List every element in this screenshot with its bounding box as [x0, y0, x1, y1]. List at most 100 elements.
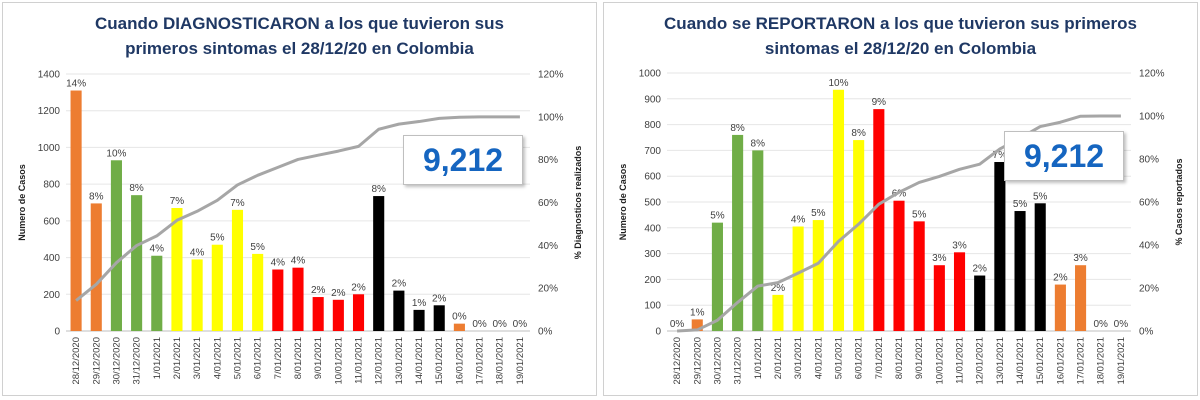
data-label: 5%	[250, 242, 265, 253]
data-label: 8%	[851, 128, 866, 139]
x-tick-label: 18/01/2021	[495, 337, 506, 385]
bar	[332, 299, 344, 331]
y-tick-label: 900	[644, 94, 661, 105]
data-label: 2%	[392, 279, 407, 290]
y2-tick-label: 40%	[538, 241, 558, 252]
x-tick-label: 19/01/2021	[1116, 337, 1127, 385]
y2-tick-label: 40%	[1139, 241, 1159, 252]
x-tick-label: 30/12/2020	[712, 337, 723, 385]
bar	[1054, 284, 1066, 331]
bar	[272, 269, 284, 331]
bar	[433, 305, 445, 331]
y2-tick-label: 60%	[1139, 198, 1159, 209]
y-tick-label: 100	[644, 301, 661, 312]
cumulative-line	[677, 114, 1121, 333]
bar	[211, 244, 223, 331]
bar	[393, 290, 405, 331]
data-label: 1%	[690, 307, 705, 318]
cumulative-line	[75, 115, 520, 302]
x-tick-label: 1/01/2021	[753, 337, 764, 379]
x-tick-label: 14/01/2021	[414, 337, 425, 385]
y-tick-label: 400	[644, 223, 661, 234]
x-tick-label: 3/01/2021	[793, 337, 804, 379]
bar	[352, 294, 365, 331]
y-tick-label: 800	[644, 120, 661, 131]
y-tick-label: 0	[655, 327, 661, 338]
y2-axis-title: % Casos reportados	[1174, 158, 1184, 245]
y-tick-label: 1400	[38, 70, 61, 81]
data-label: 5%	[210, 233, 225, 244]
x-tick-label: 13/01/2021	[394, 337, 405, 385]
y-tick-label: 200	[43, 290, 60, 301]
data-label: 5%	[1013, 199, 1028, 210]
data-label: 14%	[66, 79, 86, 90]
y-tick-label: 500	[644, 198, 661, 209]
reported-chart-panel: Cuando se REPORTARON a los que tuvieron …	[603, 2, 1198, 396]
y2-tick-label: 80%	[1139, 155, 1159, 166]
data-label: 9%	[872, 97, 887, 108]
x-tick-label: 8/01/2021	[293, 337, 304, 379]
x-tick-label: 28/12/2020	[672, 337, 683, 385]
y-tick-label: 600	[43, 216, 60, 227]
x-tick-label: 7/01/2021	[273, 337, 284, 379]
data-label: 0%	[670, 319, 685, 330]
y2-axis-title: % Diagnosticos realizados	[573, 146, 583, 260]
bar	[90, 203, 102, 331]
data-label: 0%	[513, 319, 528, 330]
x-tick-label: 11/01/2021	[354, 337, 365, 384]
data-label: 5%	[811, 208, 826, 219]
data-label: 0%	[1114, 319, 1129, 330]
bar	[832, 89, 845, 332]
bar	[373, 196, 385, 331]
x-tick-label: 1/01/2021	[152, 337, 163, 379]
y2-tick-label: 100%	[1139, 112, 1165, 123]
y2-tick-label: 80%	[538, 155, 558, 166]
x-tick-label: 12/01/2021	[374, 337, 385, 385]
y2-tick-label: 20%	[538, 284, 558, 295]
data-label: 0%	[472, 319, 487, 330]
y-tick-label: 800	[43, 180, 60, 191]
x-tick-label: 2/01/2021	[172, 337, 183, 379]
y-tick-label: 0	[54, 327, 60, 338]
bar	[131, 195, 143, 331]
data-label: 7%	[993, 150, 1008, 161]
y2-tick-label: 120%	[1139, 69, 1165, 80]
bar	[711, 222, 723, 331]
x-tick-label: 7/01/2021	[874, 337, 885, 379]
x-tick-label: 15/01/2021	[1035, 337, 1046, 385]
bar	[933, 265, 945, 331]
bar	[1075, 265, 1087, 331]
bar	[853, 140, 865, 331]
y2-tick-label: 100%	[538, 112, 564, 123]
data-label: 4%	[791, 215, 806, 226]
x-tick-label: 11/01/2021	[955, 337, 966, 384]
bar	[413, 309, 425, 331]
data-label: 3%	[932, 253, 947, 264]
y2-tick-label: 20%	[1139, 284, 1159, 295]
data-label: 8%	[371, 184, 386, 195]
chart-title-line1: Cuando se REPORTARON a los que tuvieron …	[664, 14, 1137, 33]
x-tick-label: 14/01/2021	[1015, 337, 1026, 385]
x-tick-label: 29/12/2020	[91, 337, 102, 385]
x-tick-label: 17/01/2021	[475, 337, 486, 385]
x-tick-label: 10/01/2021	[333, 337, 344, 385]
bar	[312, 297, 324, 331]
bar	[252, 253, 264, 331]
data-label: 4%	[190, 247, 205, 258]
x-tick-label: 10/01/2021	[934, 337, 945, 385]
bar	[110, 160, 122, 331]
chart-title-line2: sintomas el 28/12/20 en Colombia	[764, 39, 1037, 58]
data-label: 7%	[230, 198, 245, 209]
y2-tick-label: 60%	[538, 198, 558, 209]
x-tick-label: 16/01/2021	[1055, 337, 1066, 385]
data-label: 5%	[912, 209, 927, 220]
data-label: 3%	[952, 240, 967, 251]
x-tick-label: 17/01/2021	[1076, 337, 1087, 385]
chart-title-line2: primeros sintomas el 28/12/20 en Colombi…	[125, 39, 474, 58]
bar	[171, 208, 183, 331]
data-label: 2%	[351, 282, 366, 293]
y-tick-label: 400	[43, 253, 60, 264]
y-tick-label: 1000	[38, 143, 61, 154]
bar	[752, 150, 764, 331]
